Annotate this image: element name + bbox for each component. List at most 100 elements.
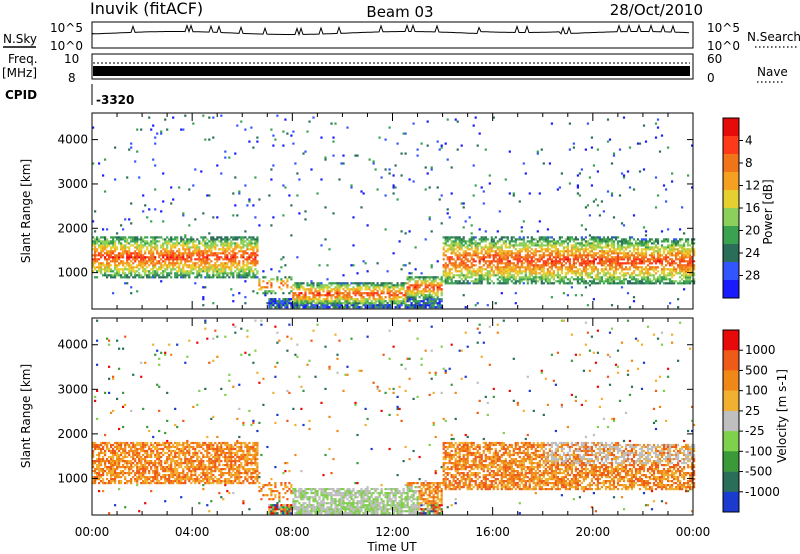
heatmap-cell: [671, 248, 674, 251]
heatmap-cell: [130, 236, 133, 239]
heatmap-cell: [444, 276, 447, 279]
heatmap-cell: [538, 236, 541, 239]
heatmap-cell: [412, 284, 415, 287]
heatmap-cell: [656, 270, 660, 273]
heatmap-cell: [424, 304, 427, 307]
heatmap-cell: [170, 248, 173, 251]
heatmap-cell: [92, 266, 95, 269]
heatmap-cell: [568, 258, 571, 261]
heatmap-cell: [134, 238, 137, 241]
heatmap-cell: [392, 288, 395, 291]
heatmap-cell: [256, 140, 259, 143]
heatmap-cell: [96, 254, 99, 257]
heatmap-cell: [240, 268, 243, 271]
heatmap-cell: [374, 284, 377, 287]
heatmap-cell: [430, 266, 433, 269]
heatmap-cell: [546, 228, 549, 231]
heatmap-cell: [486, 266, 489, 269]
heatmap-cell: [644, 140, 648, 143]
heatmap-cell: [558, 262, 561, 265]
heatmap-cell: [630, 282, 634, 285]
heatmap-cell: [178, 254, 181, 257]
heatmap-cell: [240, 236, 243, 239]
heatmap-cell: [508, 272, 511, 275]
heatmap-cell: [130, 254, 133, 257]
heatmap-cell: [502, 276, 505, 279]
heatmap-cell: [524, 276, 527, 279]
heatmap-cell: [296, 302, 299, 305]
heatmap-cell: [450, 248, 453, 251]
heatmap-cell: [538, 240, 541, 243]
heatmap-cell: [530, 252, 533, 255]
heatmap-cell: [474, 272, 477, 275]
heatmap-cell: [394, 298, 397, 301]
heatmap-cell: [608, 274, 612, 277]
heatmap-cell: [310, 306, 313, 309]
heatmap-cell: [476, 242, 479, 245]
heatmap-cell: [142, 210, 145, 213]
heatmap-cell: [572, 278, 575, 281]
heatmap-cell: [458, 246, 461, 249]
heatmap-cell: [246, 244, 249, 247]
heatmap-cell: [478, 280, 481, 283]
heatmap-cell: [96, 474, 99, 477]
heatmap-cell: [136, 150, 139, 153]
heatmap-cell: [134, 274, 137, 277]
heatmap-cell: [112, 478, 115, 481]
heatmap-cell: [512, 252, 515, 255]
heatmap-cell: [170, 262, 173, 265]
heatmap-cell: [693, 268, 696, 271]
heatmap-cell: [100, 460, 103, 463]
heatmap-cell: [648, 258, 652, 261]
heatmap-cell: [502, 258, 505, 261]
heatmap-cell: [250, 262, 253, 265]
heatmap-cell: [530, 268, 533, 271]
heatmap-cell: [96, 242, 99, 245]
heatmap-cell: [584, 236, 587, 239]
heatmap-cell: [94, 480, 97, 483]
heatmap-cell: [652, 270, 656, 273]
heatmap-cell: [270, 302, 273, 305]
heatmap-cell: [248, 258, 251, 261]
heatmap-cell: [284, 282, 287, 285]
heatmap-cell: [514, 240, 517, 243]
heatmap-cell: [528, 268, 531, 271]
heatmap-cell: [636, 242, 640, 245]
heatmap-cell: [430, 264, 433, 267]
heatmap-cell: [230, 272, 233, 275]
heatmap-cell: [604, 260, 608, 263]
heatmap-cell: [326, 302, 329, 305]
heatmap-cell: [394, 294, 397, 297]
heatmap-cell: [150, 244, 153, 247]
heatmap-cell: [424, 188, 427, 191]
heatmap-cell: [96, 240, 99, 243]
heatmap-cell: [586, 260, 589, 263]
heatmap-cell: [530, 248, 533, 251]
heatmap-cell: [214, 240, 217, 243]
heatmap-cell: [236, 238, 239, 241]
heatmap-cell: [488, 174, 491, 177]
heatmap-cell: [104, 464, 107, 467]
heatmap-cell: [566, 248, 569, 251]
heatmap-cell: [300, 284, 303, 287]
heatmap-cell: [130, 260, 133, 263]
heatmap-cell: [122, 264, 125, 267]
heatmap-cell: [204, 270, 207, 273]
heatmap-cell: [550, 236, 553, 239]
heatmap-cell: [546, 280, 549, 283]
heatmap-cell: [556, 274, 559, 277]
heatmap-cell: [612, 262, 616, 265]
heatmap-cell: [518, 238, 521, 241]
heatmap-cell: [94, 242, 97, 245]
heatmap-cell: [272, 164, 275, 167]
heatmap-cell: [628, 250, 632, 253]
heatmap-cell: [679, 268, 682, 271]
heatmap-cell: [160, 268, 163, 271]
heatmap-cell: [452, 244, 455, 247]
heatmap-cell: [254, 254, 257, 257]
heatmap-cell: [202, 252, 205, 255]
nsky-trace: [92, 23, 690, 37]
heatmap-cell: [368, 298, 371, 301]
heatmap-cell: [92, 260, 95, 263]
heatmap-cell: [622, 116, 626, 119]
